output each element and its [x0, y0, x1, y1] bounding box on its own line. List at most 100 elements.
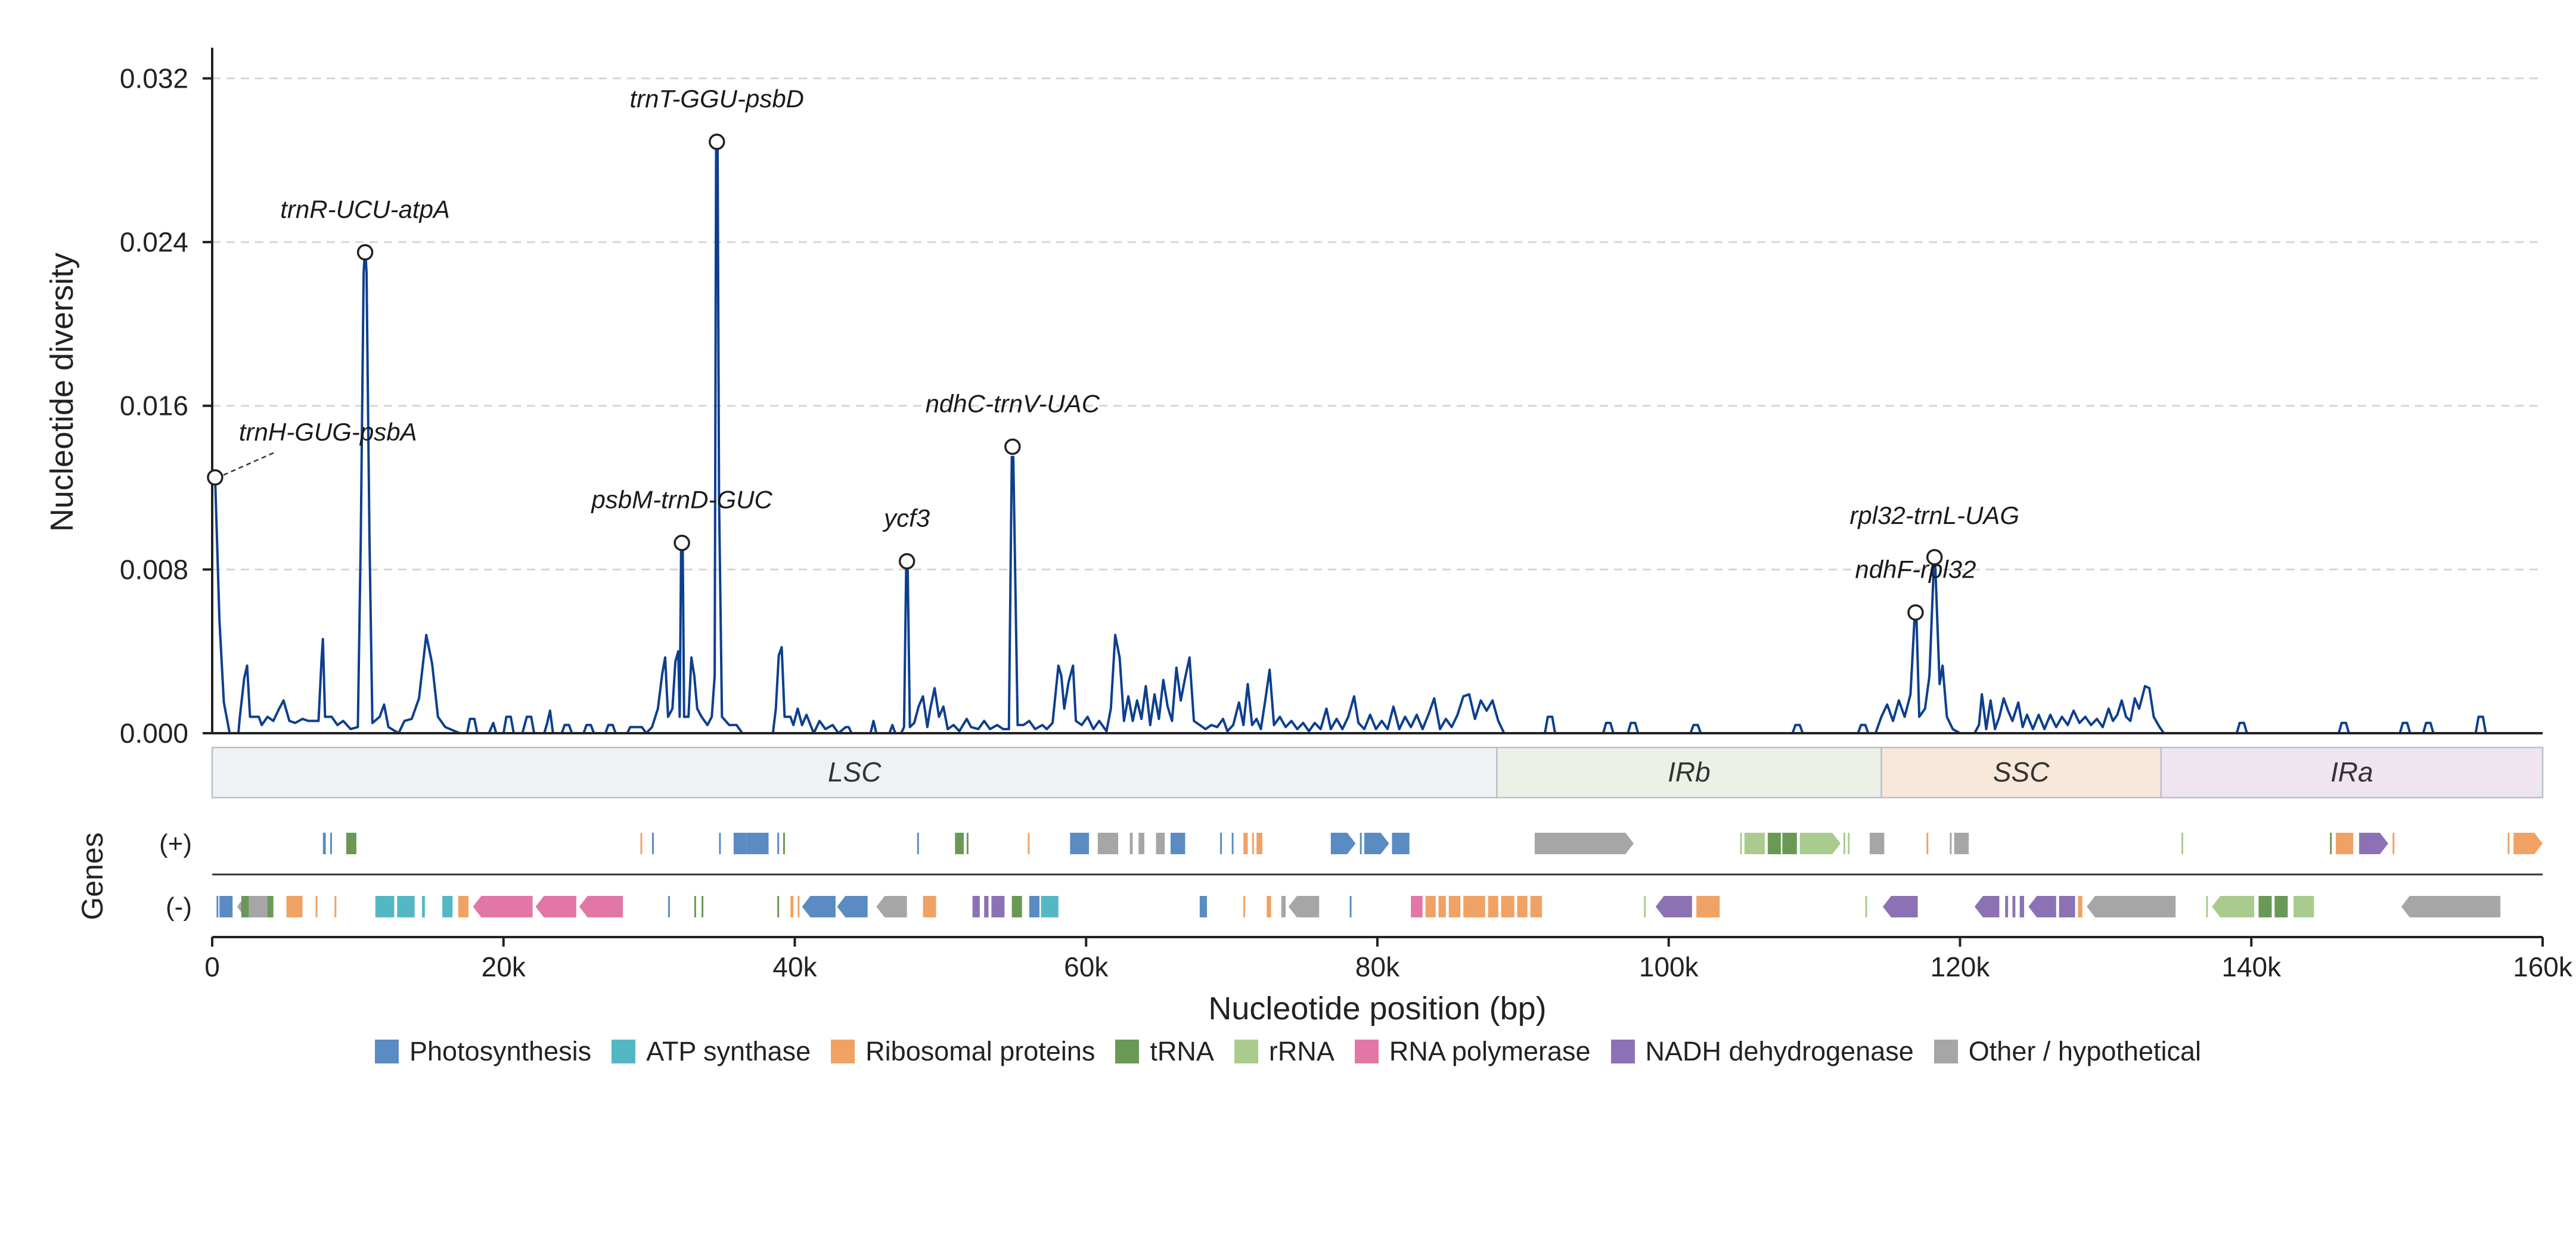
legend-label: RNA polymerase: [1389, 1036, 1591, 1066]
gene-arrow: [2212, 896, 2255, 917]
gene-block: [2392, 833, 2395, 854]
x-tick-label: 40k: [772, 951, 817, 982]
x-axis-label: Nucleotide position (bp): [1208, 991, 1546, 1026]
gene-block: [1070, 833, 1090, 854]
legend-label: Photosynthesis: [409, 1036, 592, 1066]
gene-block: [2507, 833, 2510, 854]
gene-block: [1156, 833, 1165, 854]
gene-block: [2059, 896, 2075, 917]
gene-block: [694, 896, 696, 917]
region-label: IRb: [1668, 756, 1711, 787]
peak-label: trnH-GUG-psbA: [239, 418, 417, 446]
gene-arrow: [535, 896, 576, 917]
peak-marker: [674, 534, 690, 551]
gene-block: [917, 833, 919, 854]
gene-block: [2019, 896, 2025, 917]
y-tick-label: 0.016: [120, 390, 188, 421]
annotation-leader: [223, 451, 275, 476]
legend-item: NADH dehydrogenase: [1610, 1036, 1914, 1067]
gene-block: [640, 833, 643, 854]
legend-label: rRNA: [1268, 1036, 1334, 1066]
y-axis-ticks: 0.000 0.008 0.016 0.024 0.032: [120, 63, 212, 749]
gene-block: [2293, 896, 2314, 917]
gene-block: [1243, 896, 1246, 917]
x-tick-label: 20k: [482, 951, 526, 982]
gene-block: [1360, 833, 1362, 854]
gene-block: [375, 896, 395, 917]
peak-label: psbM-trnD-GUC: [590, 486, 772, 514]
diversity-line: [212, 144, 2543, 734]
gene-block: [1029, 896, 1040, 917]
gene-block: [315, 896, 318, 917]
gene-arrow: [1330, 833, 1356, 854]
gene-arrow: [802, 896, 836, 917]
x-tick-label: 60k: [1064, 951, 1109, 982]
gene-block: [1392, 833, 1410, 854]
gene-block: [746, 833, 769, 854]
legend-item: tRNA: [1115, 1036, 1214, 1067]
gene-block: [1252, 833, 1254, 854]
x-tick-label: 160k: [2513, 951, 2573, 982]
gene-block: [991, 896, 1005, 917]
peak-marker: [709, 134, 725, 150]
gene-block: [421, 896, 425, 917]
legend-label: NADH dehydrogenase: [1645, 1036, 1914, 1066]
peak-annotations: trnH-GUG-psbA trnR-UCU-atpA psbM-trnD-GUC t…: [207, 85, 2019, 621]
gene-block: [216, 896, 219, 917]
gene-block: [1281, 896, 1286, 917]
gene-block: [972, 896, 980, 917]
gene-block: [966, 833, 969, 854]
legend-label: Ribosomal proteins: [865, 1036, 1095, 1066]
gene-block: [2181, 833, 2183, 854]
legend-container: Photosynthesis ATP synthase Ribosomal prot…: [0, 1036, 2576, 1067]
region-label: LSC: [828, 756, 882, 787]
gene-block: [1782, 833, 1797, 854]
gene-block: [702, 896, 704, 917]
gene-arrow: [2359, 833, 2388, 854]
y-tick-label: 0.008: [120, 554, 188, 585]
x-tick-label: 140k: [2221, 951, 2282, 982]
gene-arrow: [2087, 896, 2176, 917]
gene-block: [219, 896, 233, 917]
gene-block: [668, 896, 670, 917]
gene-block: [1425, 896, 1436, 917]
legend-swatch: [612, 1040, 636, 1063]
legend-swatch: [831, 1040, 855, 1063]
gene-block: [1767, 833, 1781, 854]
gene-arrow: [2401, 896, 2501, 917]
peak-label: trnR-UCU-atpA: [280, 195, 450, 223]
gene-arrow: [1655, 896, 1692, 917]
gene-arrow: [876, 896, 907, 917]
legend-swatch: [1115, 1040, 1140, 1063]
y-tick-label: 0.032: [120, 63, 188, 94]
gene-block: [1744, 833, 1765, 854]
gene-block: [334, 896, 337, 917]
gridlines: [212, 77, 2543, 570]
y-tick-label: 0.024: [120, 227, 188, 258]
legend-item: ATP synthase: [612, 1036, 811, 1067]
x-tick-label: 120k: [1931, 951, 1991, 982]
gene-block: [923, 896, 936, 917]
gene-block: [1869, 833, 1885, 854]
gene-block: [322, 833, 326, 854]
legend-label: tRNA: [1150, 1036, 1214, 1066]
gene-block: [1696, 896, 1720, 917]
gene-block: [330, 833, 332, 854]
gene-block: [286, 896, 303, 917]
gene-block: [1129, 833, 1133, 854]
gene-arrow: [1974, 896, 2000, 917]
gene-block: [797, 896, 800, 917]
gene-block: [2078, 896, 2082, 917]
legend-swatch: [375, 1040, 399, 1063]
gene-block: [955, 833, 964, 854]
gene-block: [1349, 896, 1352, 917]
gene-block: [790, 896, 794, 917]
gene-block: [267, 896, 274, 917]
y-tick-label: 0.000: [120, 718, 188, 749]
x-tick-label: 100k: [1639, 951, 1699, 982]
gene-block: [1231, 833, 1234, 854]
gene-block: [1097, 833, 1119, 854]
peak-label: trnT-GGU-psbD: [630, 85, 805, 113]
gene-arrow: [1364, 833, 1389, 854]
strand-plus-label: (+): [159, 829, 192, 858]
